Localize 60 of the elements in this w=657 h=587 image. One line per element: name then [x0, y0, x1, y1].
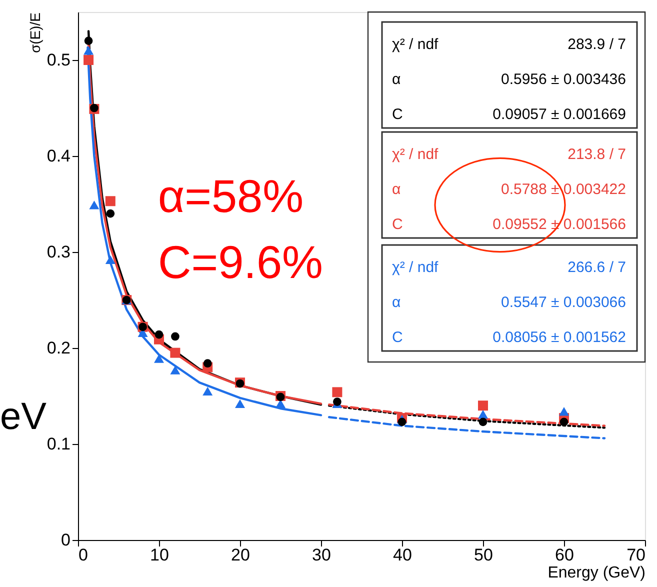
x-tick-label: 60 [555, 546, 574, 564]
annotation: α [392, 71, 401, 88]
point [202, 386, 213, 396]
y-tick-label: 0.2 [46, 338, 70, 358]
annotation: α [392, 294, 401, 311]
annotation: α [392, 181, 401, 198]
point [84, 55, 94, 65]
point [154, 330, 164, 339]
annotation: 266.6 / 7 [568, 259, 626, 276]
annotation: 0.5788 ± 0.003422 [500, 181, 626, 198]
annotation: 0.09057 ± 0.001669 [492, 106, 626, 123]
x-tick-label: 50 [474, 546, 493, 564]
annotation: 0.5956 ± 0.003436 [500, 71, 626, 88]
annotation: χ² / ndf [392, 36, 440, 53]
x-tick-label: 10 [150, 546, 169, 564]
annotation: C=9.6% [158, 236, 323, 288]
annotation: α=58% [158, 170, 304, 222]
point [171, 332, 180, 341]
annotation: C [392, 106, 403, 123]
x-axis-title: Energy (GeV) [548, 564, 646, 582]
point [105, 255, 116, 264]
annotation: C [392, 329, 403, 346]
point [478, 400, 488, 411]
point [203, 359, 212, 368]
line-series [328, 416, 606, 440]
y-tick-label: 0.4 [46, 146, 70, 166]
point [276, 399, 286, 408]
x-tick-label: 0 [78, 546, 88, 564]
annotation: 283.9 / 7 [568, 36, 626, 53]
x-tick-label: 40 [393, 546, 412, 564]
point [170, 366, 180, 374]
y-tick-label: 0.3 [46, 242, 70, 262]
annotation: 0.5547 ± 0.003066 [500, 294, 626, 311]
y-tick-label: 0 [61, 530, 70, 550]
point [478, 418, 488, 426]
point [332, 387, 342, 398]
point [106, 209, 115, 218]
point [560, 418, 568, 426]
annotation: C [392, 216, 403, 233]
annotation: 213.8 / 7 [568, 146, 626, 163]
x-tick-label: 20 [231, 546, 250, 564]
y-tick-label: 0.5 [46, 50, 70, 70]
y-axis-title: σ(E)/E [26, 12, 43, 54]
point [170, 348, 180, 358]
point [398, 418, 406, 426]
annotation: χ² / ndf [392, 259, 440, 276]
point [89, 200, 100, 210]
point [235, 399, 245, 408]
point [559, 407, 569, 416]
x-tick-label: 30 [312, 546, 331, 564]
annotation: χ² / ndf [392, 146, 440, 163]
point [154, 354, 164, 363]
point [84, 46, 94, 55]
text: eV [0, 396, 48, 438]
point [84, 36, 93, 45]
point [105, 196, 116, 206]
x-tick-label: 70 [626, 546, 646, 564]
point [478, 410, 488, 419]
annotation: 0.08056 ± 0.001562 [492, 329, 626, 346]
y-tick-label: 0.1 [46, 434, 70, 454]
